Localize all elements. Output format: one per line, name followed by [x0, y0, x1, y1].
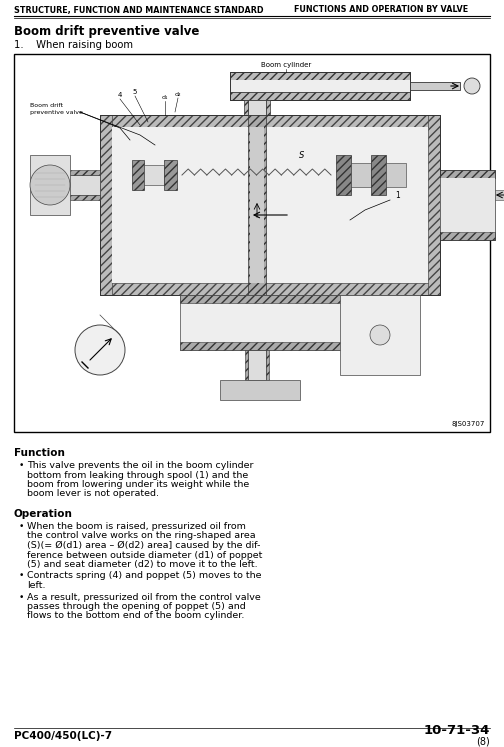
Bar	[65, 170, 100, 175]
Text: (8): (8)	[476, 736, 490, 746]
Bar	[132, 160, 144, 190]
Circle shape	[370, 325, 390, 345]
Bar	[336, 155, 351, 195]
Text: Boom drift preventive valve: Boom drift preventive valve	[14, 25, 200, 39]
Bar	[100, 115, 440, 127]
Bar	[112, 127, 428, 283]
Text: •: •	[19, 461, 24, 470]
Text: preventive valve: preventive valve	[30, 110, 83, 115]
Bar	[100, 283, 440, 295]
Text: 5: 5	[133, 89, 137, 95]
Bar	[230, 80, 410, 92]
Bar	[245, 350, 248, 380]
Text: Function: Function	[14, 448, 65, 458]
Bar	[250, 127, 264, 283]
Circle shape	[464, 78, 480, 94]
Bar	[14, 54, 490, 432]
Bar	[180, 295, 360, 350]
Text: •: •	[19, 571, 24, 580]
Bar	[410, 82, 460, 90]
Text: boom lever is not operated.: boom lever is not operated.	[27, 489, 159, 498]
Text: (5) and seat diameter (d2) to move it to the left.: (5) and seat diameter (d2) to move it to…	[27, 560, 258, 569]
Text: 1.    When raising boom: 1. When raising boom	[14, 40, 133, 50]
Bar	[440, 170, 495, 178]
Bar	[144, 165, 164, 185]
Text: the control valve works on the ring-shaped area: the control valve works on the ring-shap…	[27, 532, 256, 541]
Text: PC400/450(LC)-7: PC400/450(LC)-7	[14, 731, 112, 741]
Text: Operation: Operation	[14, 509, 73, 519]
Text: This valve prevents the oil in the boom cylinder: This valve prevents the oil in the boom …	[27, 461, 254, 470]
Text: FUNCTIONS AND OPERATION BY VALVE: FUNCTIONS AND OPERATION BY VALVE	[294, 5, 468, 14]
Text: •: •	[19, 522, 24, 531]
Circle shape	[75, 325, 125, 375]
Bar	[65, 175, 100, 195]
Text: 8JS03707: 8JS03707	[452, 421, 485, 427]
Bar	[248, 100, 266, 130]
Bar	[440, 232, 495, 240]
Bar	[220, 380, 300, 400]
Text: •: •	[19, 592, 24, 601]
Bar	[180, 342, 360, 350]
Bar	[30, 155, 70, 215]
Text: bottom from leaking through spool (1) and the: bottom from leaking through spool (1) an…	[27, 471, 248, 480]
Bar	[244, 100, 248, 130]
Bar	[440, 178, 495, 232]
Bar	[230, 92, 410, 100]
Text: (S)(= Ø(d1) area – Ø(d2) area] caused by the dif-: (S)(= Ø(d1) area – Ø(d2) area] caused by…	[27, 541, 261, 550]
Circle shape	[30, 165, 70, 205]
Text: ference between outside diameter (d1) of poppet: ference between outside diameter (d1) of…	[27, 551, 263, 560]
Text: 1: 1	[395, 190, 400, 199]
Bar	[440, 170, 495, 240]
Bar	[230, 72, 410, 100]
Bar	[180, 295, 360, 303]
Text: d₂: d₂	[175, 92, 181, 97]
Text: left.: left.	[27, 581, 45, 590]
Bar	[266, 350, 269, 380]
Text: passes through the opening of poppet (5) and: passes through the opening of poppet (5)…	[27, 602, 246, 611]
Text: S: S	[299, 150, 305, 160]
Text: Boom cylinder: Boom cylinder	[261, 62, 311, 68]
Text: STRUCTURE, FUNCTION AND MAINTENANCE STANDARD: STRUCTURE, FUNCTION AND MAINTENANCE STAN…	[14, 5, 264, 14]
Text: Boom drift: Boom drift	[30, 103, 63, 108]
Bar	[248, 350, 266, 380]
Text: d₁: d₁	[162, 95, 168, 100]
Bar	[371, 155, 386, 195]
Bar	[100, 115, 112, 295]
Text: As a result, pressurized oil from the control valve: As a result, pressurized oil from the co…	[27, 592, 261, 601]
Bar	[230, 72, 410, 80]
Bar	[65, 195, 100, 200]
Bar	[248, 115, 266, 295]
Text: boom from lowering under its weight while the: boom from lowering under its weight whil…	[27, 480, 249, 489]
Bar	[164, 160, 177, 190]
Text: Contracts spring (4) and poppet (5) moves to the: Contracts spring (4) and poppet (5) move…	[27, 571, 262, 580]
Bar	[428, 115, 440, 295]
Text: flows to the bottom end of the boom cylinder.: flows to the bottom end of the boom cyli…	[27, 612, 244, 621]
Bar	[386, 163, 406, 187]
Bar	[100, 115, 440, 295]
Bar	[495, 190, 504, 200]
Bar	[340, 295, 420, 375]
Bar	[351, 163, 371, 187]
Text: 4: 4	[118, 92, 122, 98]
Bar	[266, 100, 270, 130]
Text: 10-71-34: 10-71-34	[424, 725, 490, 737]
Text: When the boom is raised, pressurized oil from: When the boom is raised, pressurized oil…	[27, 522, 246, 531]
